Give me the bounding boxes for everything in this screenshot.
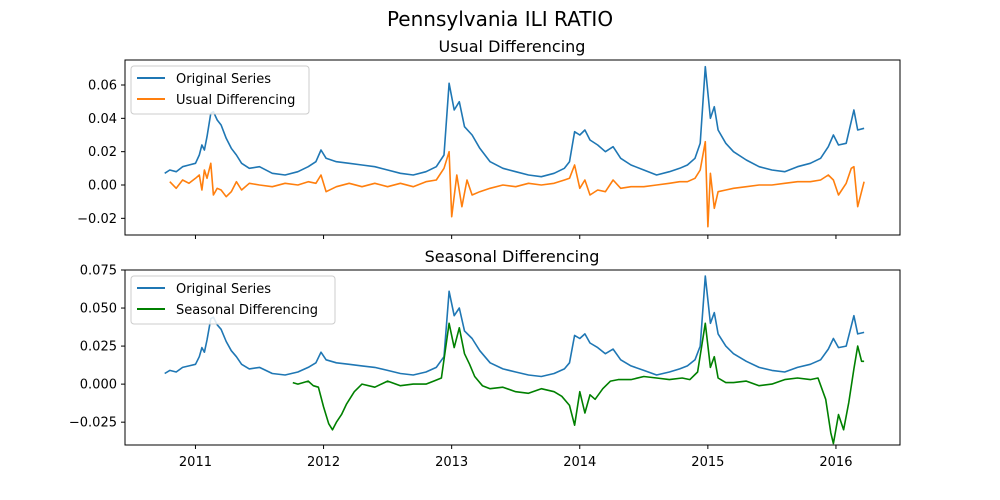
bottom-axes-frame [124,269,901,446]
top-series-original-series [164,65,865,178]
bottom-x-tick-label: 2012 [307,455,340,470]
top-legend: Original Series Usual Differencing [130,65,310,115]
top-axes: Usual Differencing −0.02 0.00 0.02 0.04 0.06… [77,37,901,239]
bottom-x-tick-label: 2014 [563,455,596,470]
top-y-tick-label: −0.02 [77,212,117,227]
top-series-usual-differencing [169,140,865,228]
bottom-series-seasonal-differencing [292,322,865,445]
bottom-y-tick-label: 0.025 [80,340,117,355]
top-ticks: −0.02 0.00 0.02 0.04 0.06 [77,79,837,239]
bottom-x-tick-label: 2015 [691,455,724,470]
bottom-x-tick-label: 2016 [819,455,852,470]
bottom-legend: Original Series Seasonal Differencing [130,275,336,325]
bottom-legend-label-seasonal-differencing: Seasonal Differencing [176,303,318,318]
bottom-plot-lines [164,275,865,445]
top-legend-label-original: Original Series [176,72,271,87]
top-axes-title: Usual Differencing [439,37,586,56]
bottom-legend-box [130,275,336,325]
bottom-y-tick-label: 0.000 [80,378,117,393]
bottom-x-tick-label: 2011 [179,455,212,470]
bottom-axes: Seasonal Differencing 2011 2012 2013 2014 20… [69,247,901,471]
bottom-ticks: 2011 2012 2013 2014 2015 2016 −0.025 0.000 0.025… [69,264,853,471]
top-legend-box [130,65,310,115]
top-y-tick-label: 0.04 [88,112,117,127]
bottom-series-original-series [164,275,865,378]
bottom-axes-title: Seasonal Differencing [425,247,600,266]
bottom-x-tick-label: 2013 [435,455,468,470]
bottom-legend-label-original: Original Series [176,282,271,297]
top-y-tick-label: 0.00 [88,179,117,194]
bottom-y-tick-label: 0.050 [80,302,117,317]
figure-suptitle: Pennsylvania ILI RATIO [387,7,613,31]
bottom-y-tick-label: 0.075 [80,264,117,279]
bottom-y-tick-label: −0.025 [69,416,117,431]
top-axes-frame [124,59,901,236]
top-legend-label-usual-differencing: Usual Differencing [176,93,295,108]
top-y-tick-label: 0.02 [88,145,117,160]
top-y-tick-label: 0.06 [88,79,117,94]
top-plot-lines [164,65,865,228]
